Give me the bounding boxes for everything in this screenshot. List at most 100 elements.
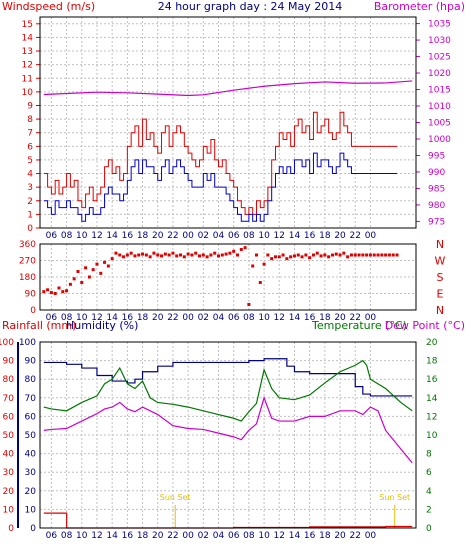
climate-x-tick-label: 00	[182, 531, 194, 541]
climate-x-tick-label: 10	[258, 531, 270, 541]
direction-point	[292, 254, 296, 258]
barometer-y-tick-label: 1020	[428, 69, 451, 79]
direction-point	[300, 255, 304, 259]
wind-x-tick-label: 20	[152, 231, 164, 241]
direction-point	[201, 253, 205, 257]
wind-x-tick-label: 18	[319, 231, 331, 241]
wind-y-tick-label: 3	[27, 183, 33, 193]
direction-point	[141, 252, 145, 256]
temperature-y-tick-label: 20	[426, 338, 438, 348]
direction-point	[251, 264, 255, 268]
temperature-y-tick-label: 14	[426, 394, 438, 404]
direction-x-tick-label: 22	[350, 313, 361, 323]
direction-x-tick-label: 10	[258, 313, 270, 323]
direction-point	[205, 255, 209, 259]
barometer-y-tick-label: 985	[428, 184, 445, 194]
wind-x-tick-label: 00	[365, 231, 377, 241]
direction-point	[368, 253, 372, 257]
direction-point	[133, 254, 137, 258]
humidity-y-tick-label: 90	[25, 357, 37, 367]
rainfall-y-tick-label: 40	[3, 450, 15, 460]
direction-point	[175, 254, 179, 258]
rainfall-y-tick-label: 50	[3, 431, 15, 441]
direction-point	[365, 253, 369, 257]
wind-x-tick-label: 00	[182, 231, 194, 241]
direction-x-tick-label: 06	[46, 313, 58, 323]
wind-y-tick-label: 2	[27, 197, 33, 207]
direction-point	[262, 262, 266, 266]
direction-point	[213, 251, 217, 255]
direction-point	[144, 253, 148, 257]
humidity-series-line	[43, 358, 413, 397]
wind-plot-frame	[39, 16, 417, 229]
rainfall-y-tick-label: 100	[0, 338, 14, 348]
direction-point	[148, 255, 152, 259]
direction-point	[349, 253, 353, 257]
wind-x-tick-label: 02	[198, 231, 209, 241]
direction-point	[372, 253, 376, 257]
rainfall-y-tick-label: 10	[3, 505, 15, 515]
humidity-y-tick-label: 30	[25, 468, 37, 478]
direction-point	[57, 286, 61, 290]
barometer-y-tick-label: 1030	[428, 36, 451, 46]
compass-label-n: N	[436, 238, 444, 251]
barometer-y-tick-label: 1000	[428, 135, 451, 145]
compass-label-w: W	[435, 255, 446, 268]
direction-point	[152, 251, 156, 255]
direction-point	[239, 248, 243, 251]
direction-x-tick-label: 18	[319, 313, 331, 323]
wind-y-tick-label: 11	[22, 74, 33, 84]
barometer-axis-title: Barometer (hpa)	[374, 0, 465, 13]
direction-x-tick-label: 12	[91, 313, 102, 323]
direction-x-tick-label: 14	[106, 313, 118, 323]
wind-x-tick-label: 08	[61, 231, 73, 241]
climate-x-tick-label: 22	[350, 531, 361, 541]
chart-layer: 0123456789101112131415975980985990995100…	[0, 16, 451, 541]
direction-point	[311, 253, 315, 257]
sunset-label: Sun Set	[379, 493, 410, 502]
barometer-y-tick-label: 1010	[428, 102, 451, 112]
temperature-y-tick-label: 4	[426, 487, 432, 497]
direction-point	[163, 252, 167, 256]
direction-point	[380, 253, 384, 257]
direction-y-tick-label: 270	[19, 257, 36, 267]
climate-x-tick-label: 08	[61, 531, 73, 541]
direction-point	[129, 251, 133, 255]
wind-y-tick-label: 12	[22, 61, 33, 71]
direction-point	[42, 290, 46, 294]
direction-point	[361, 253, 365, 257]
direction-point	[243, 246, 247, 250]
direction-x-tick-label: 00	[365, 313, 377, 323]
direction-x-tick-label: 08	[243, 313, 255, 323]
wind-x-tick-label: 10	[76, 231, 88, 241]
direction-x-tick-label: 10	[76, 313, 88, 323]
barometer-y-tick-label: 980	[428, 201, 445, 211]
direction-point	[160, 254, 164, 258]
direction-point	[315, 251, 319, 255]
direction-point	[65, 289, 69, 293]
direction-point	[323, 253, 327, 257]
direction-point	[103, 260, 107, 264]
dew_point-series-line	[43, 395, 413, 464]
direction-x-tick-label: 06	[228, 313, 240, 323]
direction-x-tick-label: 16	[122, 313, 134, 323]
direction-point	[281, 253, 285, 257]
humidity-y-tick-label: 80	[25, 375, 37, 385]
climate-x-tick-label: 14	[106, 531, 118, 541]
direction-point	[346, 255, 350, 259]
direction-point	[319, 254, 323, 258]
climate-x-tick-label: 16	[122, 531, 134, 541]
climate-x-tick-label: 06	[228, 531, 240, 541]
rainfall-y-tick-label: 90	[3, 357, 15, 367]
climate-x-tick-label: 16	[304, 531, 316, 541]
direction-point	[391, 253, 395, 257]
temperature-y-tick-label: 18	[426, 357, 438, 367]
rainfall-axis-title: Rainfall (mm)	[2, 319, 76, 332]
wind-y-tick-label: 9	[27, 101, 33, 111]
climate-x-tick-label: 22	[167, 531, 178, 541]
wind-y-tick-label: 14	[22, 33, 34, 43]
wind-x-tick-label: 04	[213, 231, 225, 241]
climate-x-tick-label: 10	[76, 531, 88, 541]
direction-x-tick-label: 12	[274, 313, 285, 323]
